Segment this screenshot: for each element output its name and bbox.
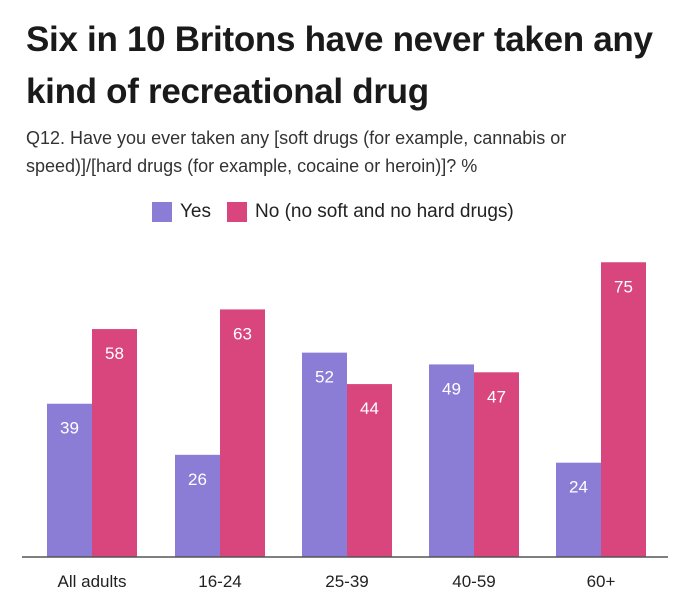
legend: Yes No (no soft and no hard drugs) — [152, 198, 530, 226]
data-label-yes-1: 26 — [188, 470, 207, 489]
bar-no-4 — [601, 262, 646, 557]
bar-no-3 — [474, 372, 519, 557]
data-label-no-1: 63 — [233, 324, 252, 343]
x-tick-label-1: 16-24 — [198, 572, 241, 591]
legend-label-no: No (no soft and no hard drugs) — [255, 201, 514, 222]
chart-subtitle: Q12. Have you ever taken any [soft drugs… — [26, 128, 567, 176]
data-label-no-0: 58 — [105, 344, 124, 363]
data-label-yes-2: 52 — [315, 368, 334, 387]
bar-yes-4 — [556, 462, 601, 557]
data-label-yes-3: 49 — [442, 379, 461, 398]
x-tick-label-2: 25-39 — [325, 572, 368, 591]
legend-item-yes: Yes — [152, 201, 211, 223]
data-label-yes-4: 24 — [569, 478, 588, 497]
data-label-no-3: 47 — [487, 387, 506, 406]
legend-label-yes: Yes — [180, 201, 211, 222]
legend-item-no: No (no soft and no hard drugs) — [227, 201, 514, 223]
x-tick-label-0: All adults — [58, 572, 127, 591]
legend-swatch-no — [227, 202, 247, 222]
legend-swatch-yes — [152, 202, 172, 222]
x-tick-label-4: 60+ — [587, 572, 616, 591]
bar-yes-0 — [47, 403, 92, 557]
bar-yes-1 — [175, 454, 220, 557]
data-label-no-2: 44 — [360, 399, 379, 418]
chart-title: Six in 10 Britons have never taken any k… — [26, 20, 653, 111]
bar-no-2 — [347, 384, 392, 557]
bar-no-1 — [220, 309, 265, 557]
x-tick-label-3: 40-59 — [452, 572, 495, 591]
data-label-no-4: 75 — [614, 277, 633, 296]
data-label-yes-0: 39 — [60, 419, 79, 438]
bar-no-0 — [92, 329, 137, 557]
bar-yes-3 — [429, 364, 474, 557]
bar-yes-2 — [302, 352, 347, 557]
